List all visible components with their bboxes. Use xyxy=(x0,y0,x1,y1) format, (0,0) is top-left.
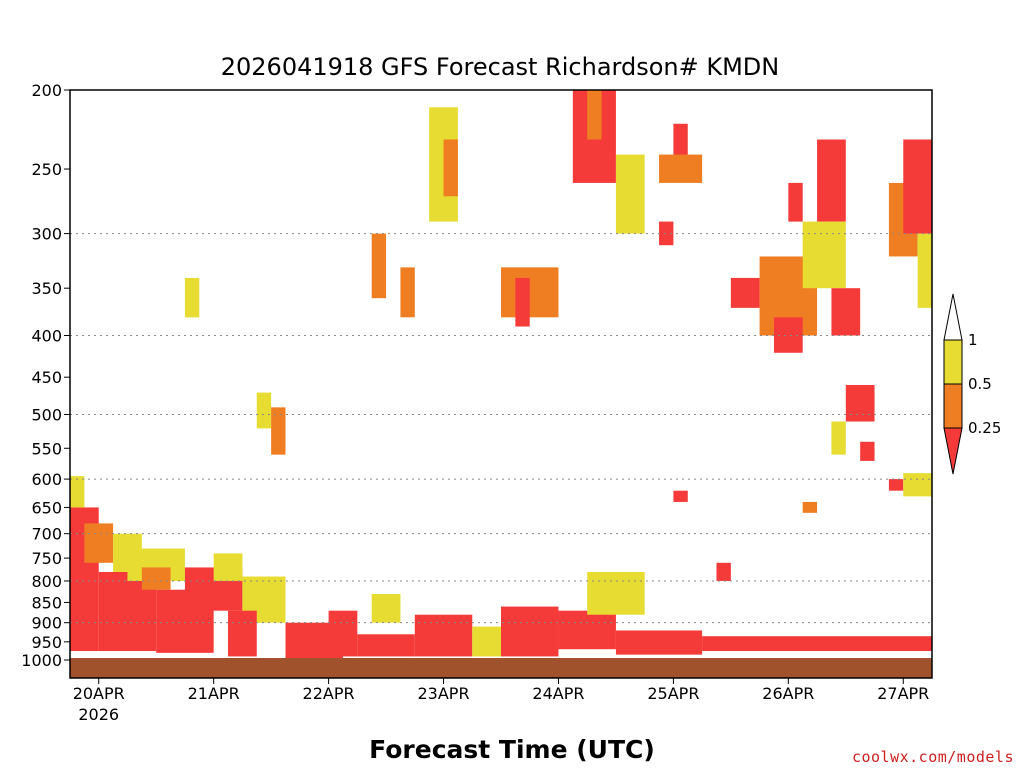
heatmap-cell xyxy=(903,139,932,234)
heatmap-cell xyxy=(831,288,861,336)
y-tick-label: 200 xyxy=(31,81,62,100)
heatmap-cell xyxy=(400,267,415,318)
heatmap-cell xyxy=(802,221,846,289)
heatmap-cell xyxy=(184,277,200,318)
heatmap-cell xyxy=(271,407,286,455)
colorbar-label: 1 xyxy=(968,331,978,349)
heatmap-cell xyxy=(587,572,645,615)
heatmap-cell xyxy=(860,441,875,461)
y-tick-label: 950 xyxy=(31,633,62,652)
colorbar-bottom-arrow xyxy=(943,427,963,475)
heatmap-cell xyxy=(615,154,645,234)
chart-title: 2026041918 GFS Forecast Richardson# KMDN xyxy=(221,53,780,81)
credit-text: coolwx.com/models xyxy=(852,748,1014,766)
x-tick-sublabel: 2026 xyxy=(78,705,119,724)
x-tick-label: 22APR xyxy=(303,684,355,703)
colorbar-bin xyxy=(943,339,963,385)
x-tick-label: 23APR xyxy=(417,684,469,703)
heatmap-cell xyxy=(845,384,875,422)
y-tick-label: 400 xyxy=(31,326,62,345)
y-tick-label: 600 xyxy=(31,470,62,489)
heatmap-cell xyxy=(831,421,846,455)
heatmap-cell xyxy=(515,277,530,327)
heatmap-cell xyxy=(70,476,85,508)
x-tick-label: 26APR xyxy=(762,684,814,703)
y-axis: 200 250 300 350 400 450 500 550 600 650 700 750 800 8… xyxy=(21,81,70,670)
heatmap-cell xyxy=(659,154,703,183)
heatmap-cell xyxy=(888,479,904,491)
heatmap-cell xyxy=(673,490,688,502)
x-axis: 20APR 2026 21APR 22APR 23APR 24APR 25APR 26APR 2… xyxy=(73,678,929,724)
colorbar-bin xyxy=(943,383,963,429)
y-tick-label: 850 xyxy=(31,593,62,612)
heatmap-cell xyxy=(141,567,171,590)
ground-fill xyxy=(70,658,932,678)
heatmap-cell xyxy=(501,267,559,318)
heatmap-cell xyxy=(802,501,818,513)
heatmap-cell xyxy=(716,562,731,581)
heatmap-cell xyxy=(472,626,501,657)
y-tick-label: 500 xyxy=(31,406,62,425)
x-tick-label: 24APR xyxy=(532,684,584,703)
heatmap-cell xyxy=(371,233,387,299)
heatmap-cell xyxy=(371,594,401,623)
x-tick-label: 27APR xyxy=(877,684,929,703)
heatmap-cell xyxy=(917,233,932,308)
heatmap-cell xyxy=(414,614,473,657)
heatmap-cell xyxy=(730,277,760,308)
heatmap-cell xyxy=(256,392,272,429)
y-tick-label: 250 xyxy=(31,160,62,179)
heatmap-cell xyxy=(615,630,703,655)
heatmap-cell xyxy=(587,90,602,140)
x-tick-label: 25APR xyxy=(647,684,699,703)
plot-frame xyxy=(69,89,933,679)
heatmap-cell xyxy=(903,473,932,497)
y-tick-label: 550 xyxy=(31,439,62,458)
y-tick-label: 700 xyxy=(31,525,62,544)
colorbar-label: 0.25 xyxy=(968,419,1001,437)
heatmap-cells xyxy=(70,90,932,659)
y-tick-label: 900 xyxy=(31,614,62,633)
colorbar: 1 0.5 0.25 xyxy=(943,293,1001,475)
heatmap-cell xyxy=(788,182,803,222)
heatmap-cell xyxy=(659,221,674,246)
heatmap-cell xyxy=(817,139,846,222)
heatmap-cell xyxy=(558,610,616,650)
heatmap-cell xyxy=(357,634,415,657)
y-tick-label: 800 xyxy=(31,572,62,591)
x-axis-label: Forecast Time (UTC) xyxy=(369,735,655,764)
y-tick-label: 650 xyxy=(31,498,62,517)
y-tick-label: 750 xyxy=(31,549,62,568)
y-tick-label: 1000 xyxy=(21,651,62,670)
colorbar-label: 0.5 xyxy=(968,375,992,393)
x-tick-label: 20APR xyxy=(73,684,125,703)
heatmap-cell xyxy=(443,139,458,197)
colorbar-top-arrow xyxy=(943,293,963,341)
heatmap-cell xyxy=(228,610,257,657)
heatmap-cell xyxy=(84,523,114,563)
y-tick-label: 300 xyxy=(31,225,62,244)
heatmap-cell xyxy=(702,636,932,652)
heatmap-cell xyxy=(213,553,243,581)
heatmap-cell xyxy=(501,606,559,657)
heatmap-cell xyxy=(328,610,358,657)
x-tick-label: 21APR xyxy=(188,684,240,703)
y-tick-label: 350 xyxy=(31,279,62,298)
y-tick-label: 450 xyxy=(31,368,62,387)
